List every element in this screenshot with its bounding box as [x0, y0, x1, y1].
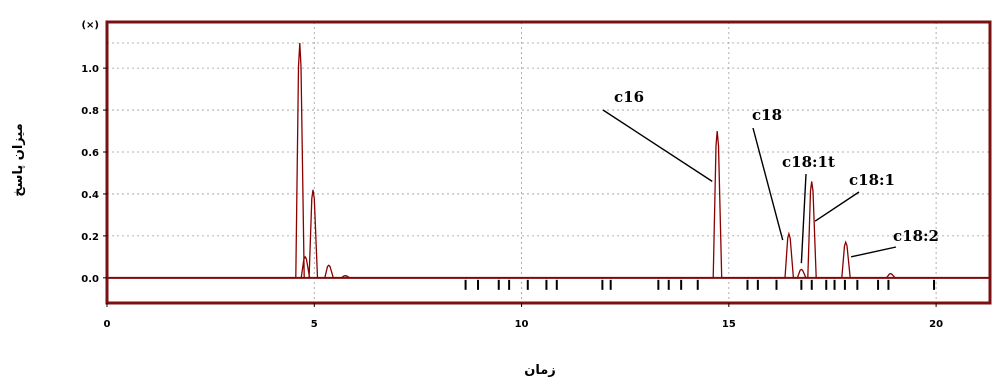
x-tick-label: 15	[722, 319, 736, 330]
y-axis-title: میزان پاسخ	[11, 123, 26, 196]
peak-label: c18	[752, 106, 782, 124]
annotation-leader-line	[602, 109, 713, 182]
x-tick-label: 10	[515, 319, 529, 330]
peak-label: c18:1	[849, 171, 895, 189]
annotation-leader-line	[800, 173, 807, 264]
peak-label: c18:1t	[782, 153, 835, 171]
annotation-leader-line	[850, 246, 897, 258]
y-tick-label: 0.0	[81, 274, 99, 285]
peak-label: c16	[614, 88, 644, 106]
x-tick-label: 5	[311, 319, 318, 330]
chromatogram-trace	[107, 42, 990, 279]
annotation-leader-line	[752, 127, 784, 241]
baseline-markers	[464, 279, 936, 290]
annotation-leader-line	[814, 191, 860, 222]
peak-label: c18:2	[893, 227, 939, 245]
y-tick-label: 0.8	[81, 106, 99, 117]
y-tick-label: 0.2	[81, 232, 99, 243]
y-tick-label: 0.6	[81, 148, 99, 159]
grid-lines	[107, 22, 990, 303]
plot-frame	[105, 20, 992, 305]
x-axis-ticks: 0 5 10 15 20	[104, 303, 943, 330]
y-tick-label: 1.0	[81, 64, 99, 75]
x-tick-label: 0	[104, 319, 111, 330]
y-axis-ticks: 0.0 0.2 0.4 0.6 0.8 1.0 (×)	[81, 20, 107, 285]
x-axis-title: زمان	[524, 363, 556, 378]
y-tick-label: 0.4	[81, 190, 99, 201]
peak-annotations: c16 c18 c18:1t c18:1 c18:2	[602, 88, 939, 264]
y-top-label: (×)	[81, 20, 99, 31]
x-tick-label: 20	[929, 319, 943, 330]
